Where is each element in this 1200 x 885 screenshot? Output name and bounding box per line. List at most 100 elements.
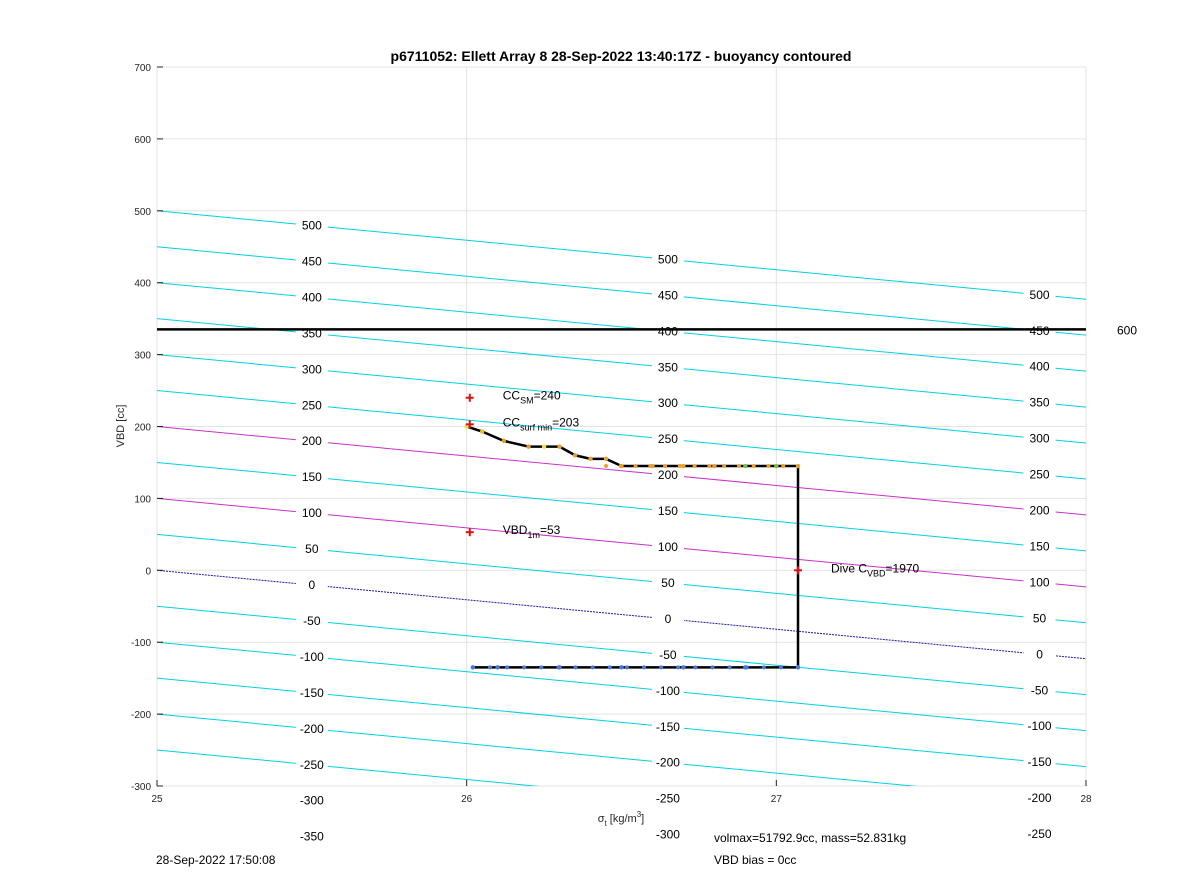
y-axis-label: VBD [cc] (115, 405, 127, 448)
contour-label-bg (295, 362, 328, 377)
max-vbd-line-label: 600 (1117, 323, 1137, 337)
contour-label-bg (295, 506, 328, 521)
contour-label: 0 (1036, 647, 1043, 661)
contour-label: 500 (302, 219, 322, 233)
marker-2: CCsurf min=203 (465, 415, 580, 432)
dive-path-point (501, 438, 507, 444)
y-tick-label: -100 (131, 638, 151, 649)
dive-path-point-lower (796, 665, 801, 670)
contour-label-bg (295, 398, 328, 413)
marker-annotation-subscript: VBD (867, 568, 886, 578)
dive-path-point (681, 665, 686, 670)
contour-label-bg (1023, 359, 1056, 374)
contour-label-bg (651, 252, 684, 267)
contour-label-bg (295, 470, 328, 485)
contour-label: -100 (1028, 719, 1052, 733)
marker-annotation-value: =240 (534, 389, 561, 403)
contour-label: 350 (1030, 396, 1050, 410)
contour-label-bg (1023, 755, 1056, 770)
dive-path-point-lower (556, 665, 561, 670)
dive-path-point-lower (505, 665, 510, 670)
contour-label-bg (651, 647, 684, 662)
contour-label: -350 (300, 830, 324, 844)
y-axis-ticks: -300 -200 -100 0 100 200 300 400 500 600 700 (131, 63, 163, 793)
y-tick-label: 700 (134, 63, 151, 74)
dive-path-point (681, 463, 686, 469)
contour-label-bg (1023, 575, 1056, 590)
marker-1: CCSM=240 (465, 389, 561, 406)
contour-label-bg (295, 829, 328, 844)
dive-path-point-upper (707, 464, 712, 469)
dive-path-point-lower (778, 665, 783, 670)
contour-label: -50 (1031, 683, 1049, 697)
contour-label: -200 (1028, 791, 1052, 805)
dive-path-point-upper (663, 464, 668, 469)
contour-label: 100 (302, 506, 322, 520)
contour-label: 50 (661, 576, 675, 590)
marker-annotation-value: =203 (552, 415, 579, 429)
contour-label-bg (295, 254, 328, 269)
contour-label-bg (295, 685, 328, 700)
x-axis-label-superscript: 3 (637, 810, 642, 819)
contour-label: 50 (305, 542, 319, 556)
contour-label: 450 (302, 254, 322, 268)
marker-annotation: CCsurf min=203 (503, 415, 580, 432)
contour-label: -250 (300, 758, 324, 772)
dive-path-point-lower (522, 665, 527, 670)
contour-label-bg (651, 288, 684, 303)
marker-4: Dive CVBD=1970 (794, 561, 920, 578)
contour-label-bg (651, 432, 684, 447)
contour-label-bg (1023, 539, 1056, 554)
dive-path-point-lower (761, 665, 766, 670)
contour-label: -150 (656, 720, 680, 734)
contour-label-bg (295, 757, 328, 772)
dive-path-point-upper (796, 464, 801, 469)
dive-path-point (774, 463, 779, 469)
contour-label-bg (1023, 611, 1056, 626)
contour-label-bg (295, 578, 328, 593)
contour-label: -200 (656, 756, 680, 770)
contour-label: -300 (300, 794, 324, 808)
dive-path-point-lower (624, 665, 629, 670)
contour-label-bg (651, 540, 684, 555)
y-tick-label: 400 (134, 279, 151, 290)
contour-label: 100 (1030, 575, 1050, 589)
footer-vbd-bias: VBD bias = 0cc (714, 853, 797, 867)
contour-label-bg (651, 504, 684, 519)
y-tick-label: -200 (131, 710, 151, 721)
contour-label-bg (1023, 395, 1056, 410)
dive-path-point-lower (710, 665, 715, 670)
contour-label-bg (295, 721, 328, 736)
marker-annotation-subscript: SM (520, 396, 534, 406)
dive-path-point-lower (590, 665, 595, 670)
contour-label: 250 (302, 398, 322, 412)
contour-label: -200 (300, 722, 324, 736)
x-tick-label: 27 (771, 794, 783, 805)
contour-label: 450 (658, 288, 678, 302)
dive-path-point (572, 453, 578, 458)
contour-label: 200 (658, 468, 678, 482)
contour-label: 0 (665, 612, 672, 626)
marker-annotation: CCSM=240 (503, 389, 561, 406)
contour-label: 400 (658, 324, 678, 338)
y-tick-label: 100 (134, 494, 151, 505)
dive-path-point-lower (487, 665, 492, 670)
marker-annotation-label: Dive C (831, 561, 867, 575)
x-tick-label: 28 (1080, 794, 1092, 805)
contour-label: 250 (658, 432, 678, 446)
dive-path-point-upper (692, 464, 697, 469)
dive-path-point-lower (539, 665, 544, 670)
dive-path-point (557, 444, 562, 449)
x-tick-label: 26 (461, 794, 473, 805)
contour-label-bg (1023, 287, 1056, 302)
marker-annotation-value: =53 (540, 523, 561, 537)
dive-path-point (541, 444, 547, 449)
x-axis-ticks: 25 26 27 28 (151, 780, 1092, 805)
dive-path-point (479, 429, 485, 434)
contour-label: 150 (302, 470, 322, 484)
dive-path-point-upper (751, 464, 756, 469)
dive-path-point-upper (633, 464, 638, 469)
contour-label: 50 (1033, 611, 1047, 625)
dive-path-point-upper (648, 464, 653, 469)
contour-label: 150 (658, 504, 678, 518)
